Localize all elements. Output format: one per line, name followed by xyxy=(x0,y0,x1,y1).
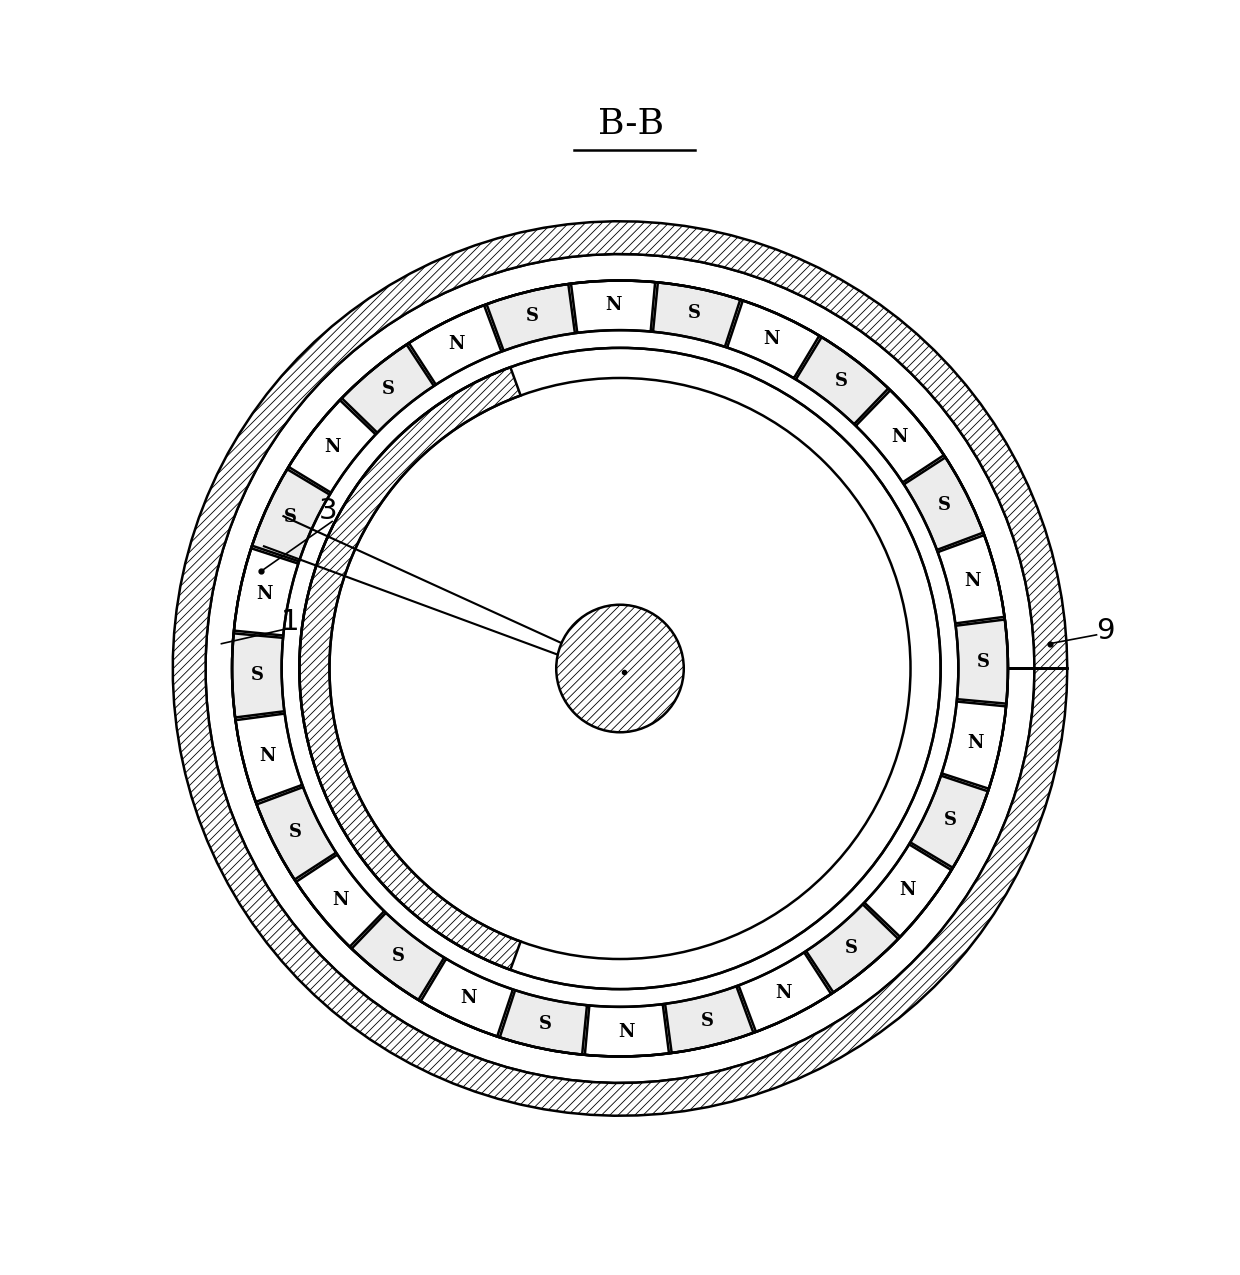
Text: S: S xyxy=(937,496,951,514)
Polygon shape xyxy=(937,536,1004,623)
Text: 1: 1 xyxy=(281,608,300,636)
Text: S: S xyxy=(382,380,396,398)
Text: N: N xyxy=(892,428,908,446)
Text: N: N xyxy=(605,296,621,315)
Text: B-B: B-B xyxy=(598,107,663,140)
Polygon shape xyxy=(500,991,587,1054)
Text: S: S xyxy=(977,653,990,671)
Polygon shape xyxy=(409,305,501,385)
Text: S: S xyxy=(526,307,539,325)
Polygon shape xyxy=(234,548,299,635)
Polygon shape xyxy=(232,634,284,718)
Text: N: N xyxy=(775,984,791,1002)
Circle shape xyxy=(557,604,683,732)
Circle shape xyxy=(232,280,1008,1057)
Text: N: N xyxy=(449,335,465,353)
Text: N: N xyxy=(259,747,275,765)
Polygon shape xyxy=(252,469,330,561)
Polygon shape xyxy=(236,714,303,802)
Polygon shape xyxy=(486,284,575,351)
Text: S: S xyxy=(688,303,701,323)
Text: S: S xyxy=(701,1012,714,1030)
Polygon shape xyxy=(296,854,384,947)
Text: S: S xyxy=(289,822,303,842)
Text: N: N xyxy=(332,891,348,909)
Polygon shape xyxy=(941,701,1006,789)
Text: S: S xyxy=(844,940,858,958)
Text: 3: 3 xyxy=(319,497,337,525)
Polygon shape xyxy=(172,222,1068,1116)
Text: N: N xyxy=(257,585,273,603)
Text: N: N xyxy=(324,439,340,456)
Polygon shape xyxy=(864,844,951,937)
Polygon shape xyxy=(665,986,754,1053)
Polygon shape xyxy=(570,280,655,333)
Polygon shape xyxy=(299,367,521,970)
Text: 9: 9 xyxy=(1096,617,1115,645)
Text: S: S xyxy=(284,507,296,525)
Text: N: N xyxy=(900,881,916,899)
Polygon shape xyxy=(796,337,888,425)
Circle shape xyxy=(155,204,1085,1133)
Text: S: S xyxy=(944,811,956,829)
Polygon shape xyxy=(904,458,983,550)
Text: N: N xyxy=(460,989,476,1007)
Polygon shape xyxy=(342,344,434,432)
Text: N: N xyxy=(965,572,981,590)
Polygon shape xyxy=(289,400,376,492)
Text: S: S xyxy=(392,947,405,965)
Polygon shape xyxy=(585,1005,670,1057)
Circle shape xyxy=(283,332,957,1006)
Text: S: S xyxy=(835,371,848,390)
Polygon shape xyxy=(739,952,831,1031)
Polygon shape xyxy=(257,787,336,880)
Text: N: N xyxy=(764,329,780,348)
Polygon shape xyxy=(956,620,1008,704)
Polygon shape xyxy=(806,904,898,992)
Polygon shape xyxy=(206,254,1034,1082)
Polygon shape xyxy=(352,913,444,1000)
Text: N: N xyxy=(619,1023,635,1040)
Text: S: S xyxy=(539,1015,552,1033)
Text: S: S xyxy=(250,666,263,683)
Text: N: N xyxy=(967,734,983,752)
Polygon shape xyxy=(727,301,820,379)
Polygon shape xyxy=(856,390,944,482)
Polygon shape xyxy=(653,282,740,347)
Polygon shape xyxy=(420,959,513,1037)
Polygon shape xyxy=(910,775,988,868)
